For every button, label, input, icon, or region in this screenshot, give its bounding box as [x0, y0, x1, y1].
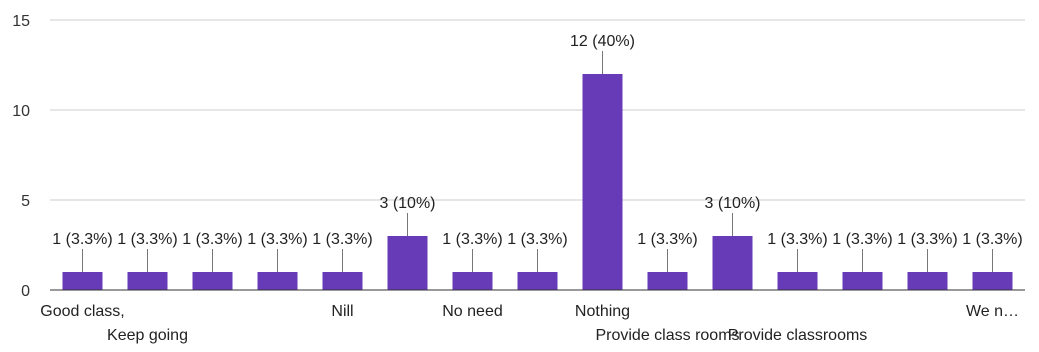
bar — [452, 272, 493, 290]
data-label: 3 (10%) — [704, 195, 760, 212]
y-tick-label: 0 — [21, 283, 30, 300]
bar — [842, 272, 883, 290]
data-label: 1 (3.3%) — [117, 231, 177, 248]
bar — [972, 272, 1013, 290]
data-label: 1 (3.3%) — [247, 231, 307, 248]
bar — [647, 272, 688, 290]
x-tick-label: Provide class rooms — [595, 327, 739, 344]
data-label: 1 (3.3%) — [962, 231, 1022, 248]
data-label: 1 (3.3%) — [507, 231, 567, 248]
bar — [62, 272, 103, 290]
x-tick-label: We n… — [966, 303, 1019, 320]
data-label: 3 (10%) — [379, 195, 435, 212]
data-label: 1 (3.3%) — [637, 231, 697, 248]
x-tick-label: Provide classrooms — [728, 327, 868, 344]
bar — [907, 272, 948, 290]
bar — [582, 74, 623, 290]
data-label: 1 (3.3%) — [832, 231, 892, 248]
data-label: 1 (3.3%) — [52, 231, 112, 248]
bar — [387, 236, 428, 290]
bar — [127, 272, 168, 290]
x-tick-label: Nothing — [575, 303, 630, 320]
data-label: 1 (3.3%) — [442, 231, 502, 248]
bar — [192, 272, 233, 290]
data-label: 1 (3.3%) — [897, 231, 957, 248]
y-tick-label: 5 — [21, 193, 30, 210]
data-label: 1 (3.3%) — [182, 231, 242, 248]
x-tick-label: Keep going — [107, 327, 188, 344]
x-axis-labels: Good class, Keep going Nill No need Nothing P… — [40, 303, 1019, 344]
x-tick-label: Nill — [331, 303, 353, 320]
y-tick-label: 15 — [12, 13, 30, 30]
bar — [517, 272, 558, 290]
y-tick-label: 10 — [12, 103, 30, 120]
y-axis-ticks: 0 5 10 15 — [12, 13, 30, 300]
bar — [257, 272, 298, 290]
data-label: 12 (40%) — [570, 33, 635, 50]
bar — [777, 272, 818, 290]
bar — [712, 236, 753, 290]
label-leader-lines — [82, 51, 993, 272]
bars — [62, 74, 1013, 290]
bar — [322, 272, 363, 290]
data-label: 1 (3.3%) — [312, 231, 372, 248]
data-label: 1 (3.3%) — [767, 231, 827, 248]
x-tick-label: No need — [442, 303, 503, 320]
data-labels: 1 (3.3%) 1 (3.3%) 1 (3.3%) 1 (3.3%) 1 (3.3%)… — [52, 33, 1022, 248]
x-tick-label: Good class, — [40, 303, 124, 320]
grid-lines — [50, 19, 1025, 201]
